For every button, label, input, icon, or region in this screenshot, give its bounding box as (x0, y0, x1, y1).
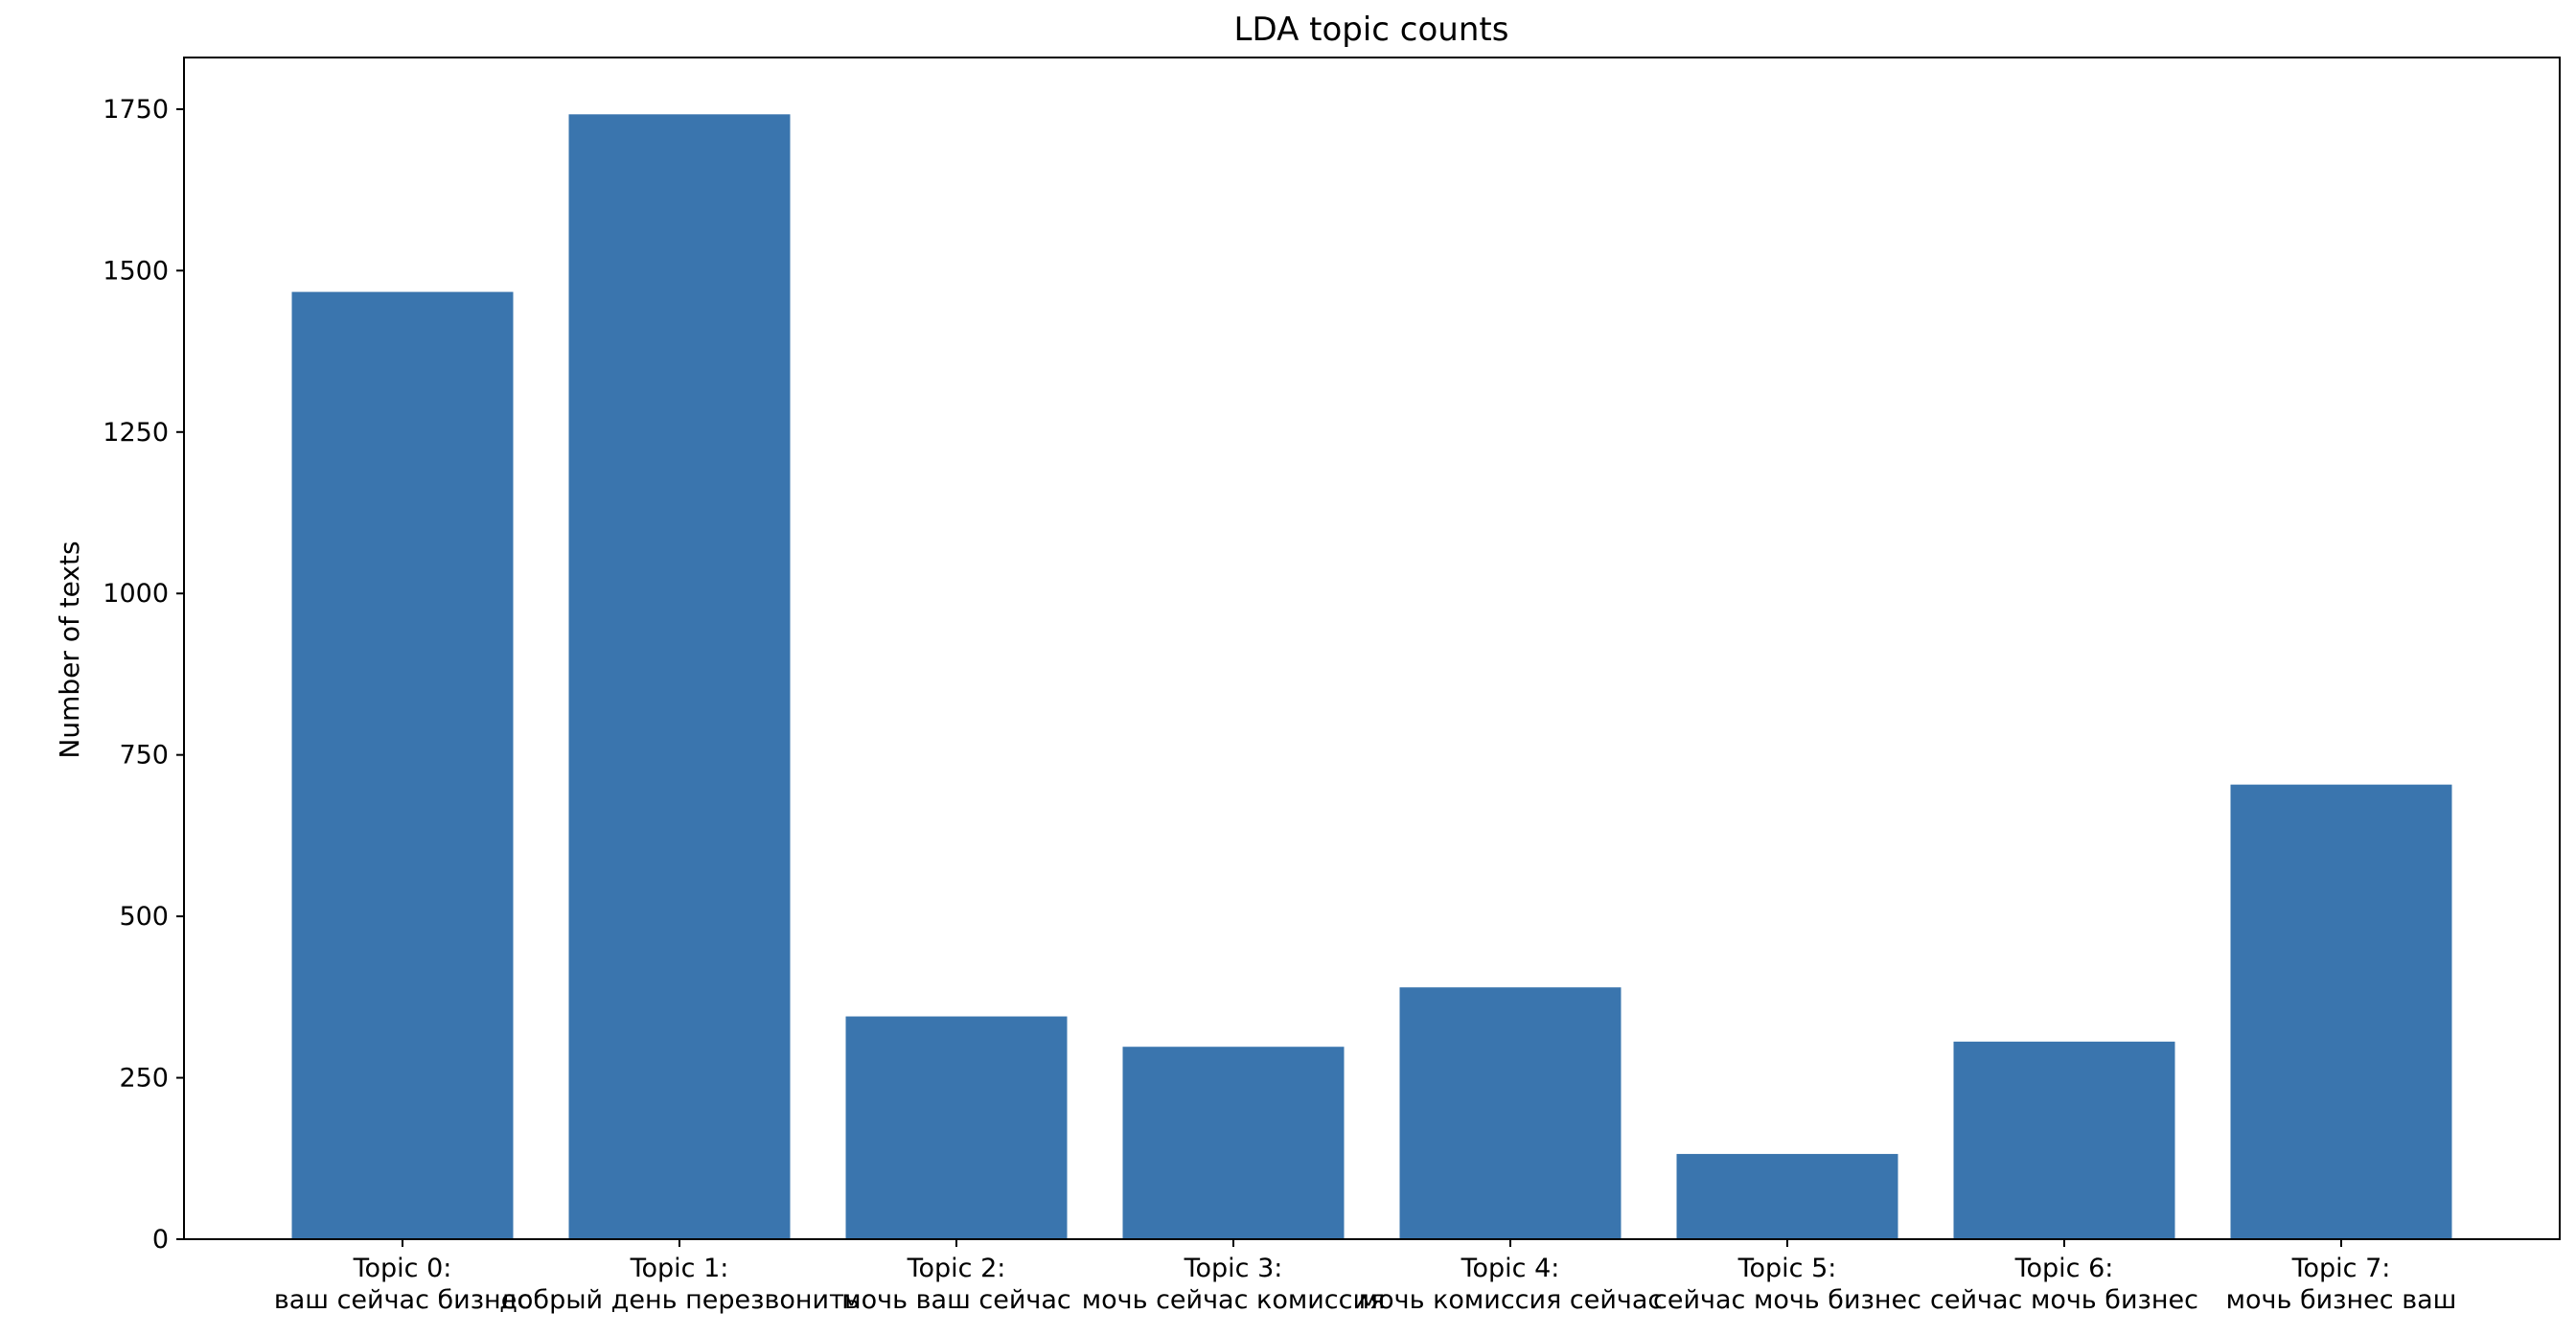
x-tick-label-words: мочь сейчас комиссия (1082, 1285, 1386, 1315)
y-tick-label: 500 (119, 902, 169, 932)
x-tick-label-topic: Topic 0: (353, 1254, 452, 1283)
x-tick-label-topic: Topic 4: (1460, 1254, 1560, 1283)
x-tick-label-topic: Topic 3: (1184, 1254, 1283, 1283)
x-tick-label-topic: Topic 1: (630, 1254, 729, 1283)
plot-area-frame (183, 57, 2561, 1240)
bars-group (291, 114, 2452, 1240)
bar-topic-3 (1122, 1047, 1345, 1239)
x-tick-label-words: мочь бизнес ваш (2226, 1285, 2457, 1315)
x-tick-label-topic: Topic 5: (1737, 1254, 1837, 1283)
x-tick-label-words: мочь комиссия сейчас (1359, 1285, 1663, 1315)
x-tick-label-words: мочь ваш сейчас (841, 1285, 1070, 1315)
y-tick-label: 1250 (103, 418, 169, 448)
x-tick-label-topic: Topic 2: (907, 1254, 1006, 1283)
bar-topic-7 (2230, 784, 2452, 1239)
x-tick-label-words: сейчас мочь бизнес (1930, 1285, 2198, 1315)
y-tick-label: 0 (152, 1225, 169, 1255)
y-axis-label: Number of texts (54, 541, 85, 758)
y-tick-label: 1000 (103, 579, 169, 609)
x-axis-ticks: Topic 0:ваш сейчас бизнес Topic 1:добрый … (274, 1239, 2457, 1315)
bar-topic-6 (1953, 1041, 2175, 1239)
y-tick-label: 1750 (103, 95, 169, 125)
bar-topic-0 (291, 291, 514, 1239)
bar-topic-5 (1676, 1154, 1898, 1239)
x-tick-label-words: сейчас мочь бизнес (1653, 1285, 1921, 1315)
x-tick-label-topic: Topic 6: (2014, 1254, 2114, 1283)
x-tick-label-words: добрый день перезвонить (499, 1285, 860, 1315)
bar-topic-4 (1399, 987, 1622, 1239)
x-tick-label-topic: Topic 7: (2291, 1254, 2391, 1283)
chart-title: LDA topic counts (1234, 11, 1509, 49)
y-tick-label: 750 (119, 741, 169, 771)
bar-topic-2 (845, 1016, 1068, 1239)
y-axis-ticks: 0 250 500 750 1000 1250 1500 1750 (103, 95, 184, 1255)
bar-topic-1 (568, 114, 791, 1240)
y-tick-label: 1500 (103, 256, 169, 286)
x-tick-label-words: ваш сейчас бизнес (274, 1285, 531, 1315)
y-tick-label: 250 (119, 1064, 169, 1094)
